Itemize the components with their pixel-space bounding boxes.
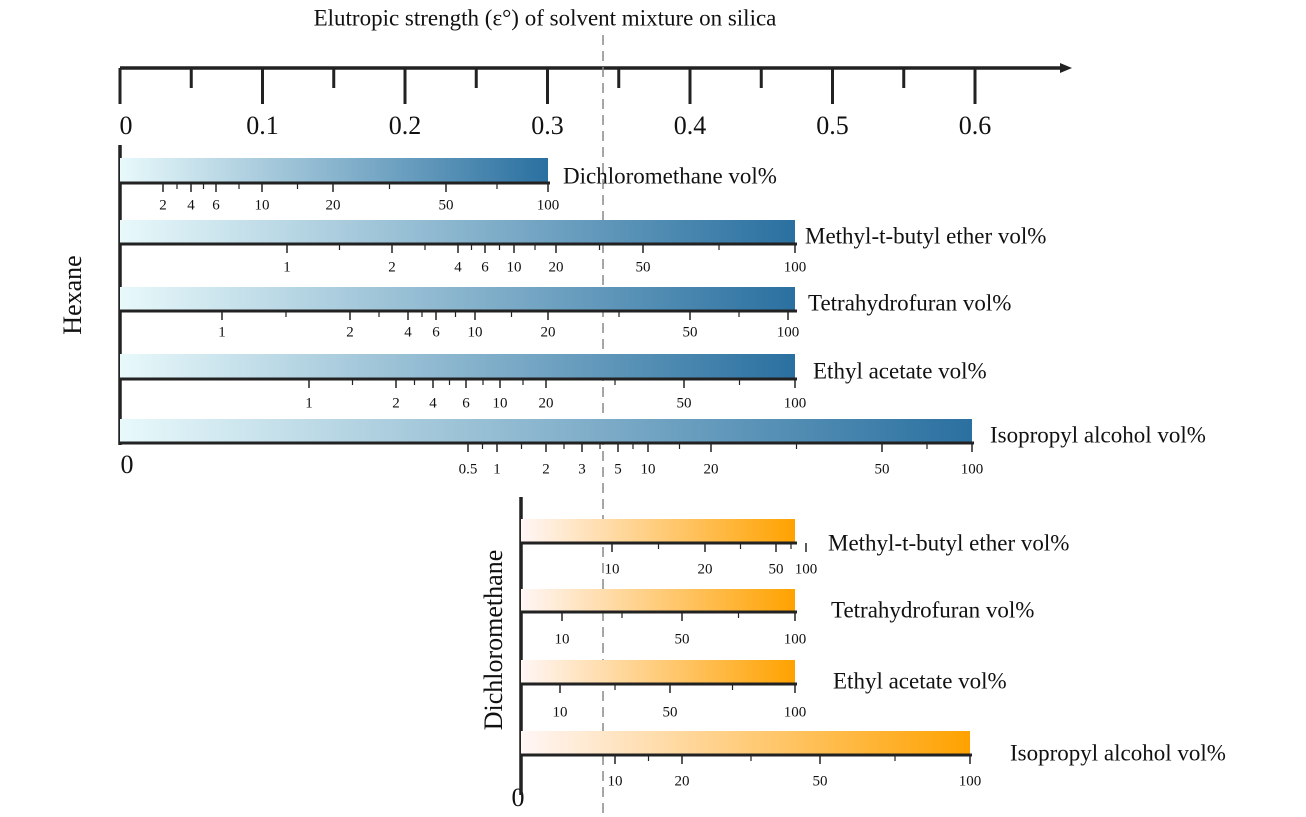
bar-tick-label: 10	[468, 324, 483, 340]
bar-label: Methyl-t-butyl ether vol%	[805, 223, 1046, 248]
bar-tick-label: 100	[777, 324, 800, 340]
bar-tick-label: 6	[212, 197, 220, 213]
group-label: Hexane	[58, 255, 87, 334]
bar-tick-label: 50	[677, 395, 692, 411]
bar-tick-label: 100	[961, 461, 984, 477]
bar-tick-label: 10	[255, 197, 270, 213]
bar-tick-label: 1	[283, 259, 291, 275]
bar-label: Dichloromethane vol%	[563, 163, 777, 188]
bar-tick-label: 100	[784, 631, 807, 647]
bar-tick-label: 4	[454, 259, 462, 275]
bar-tick-label: 10	[493, 395, 508, 411]
bar-label: Isopropyl alcohol vol%	[1010, 740, 1226, 765]
bar-tick-label: 1	[305, 395, 313, 411]
solvent-bar	[120, 220, 795, 244]
bar-tick-label: 50	[663, 704, 678, 720]
bar-tick-label: 50	[439, 197, 454, 213]
solvent-bar	[521, 519, 795, 543]
bar-tick-label: 4	[429, 395, 437, 411]
axis-title: Elutropic strength (ε°) of solvent mixtu…	[314, 5, 777, 30]
bar-tick-label: 100	[959, 773, 982, 789]
bar-label: Tetrahydrofuran vol%	[831, 597, 1034, 622]
bar-tick-label: 10	[641, 461, 656, 477]
solvent-bar	[120, 419, 972, 443]
solvent-bar	[120, 158, 548, 183]
bar-tick-label: 50	[875, 461, 890, 477]
bar-tick-label: 2	[542, 461, 550, 477]
bar-tick-label: 6	[432, 324, 440, 340]
bar-tick-label: 20	[541, 324, 556, 340]
bar-tick-label: 50	[683, 324, 698, 340]
bar-tick-label: 5	[614, 461, 622, 477]
axis-tick-label: 0.5	[816, 111, 849, 140]
bar-tick-label: 10	[608, 773, 623, 789]
bar-tick-label: 10	[507, 259, 522, 275]
bar-tick-label: 1	[218, 324, 226, 340]
axis-tick-label: 0.1	[246, 111, 279, 140]
bar-tick-label: 50	[636, 259, 651, 275]
bar-tick-label: 20	[704, 461, 719, 477]
bar-tick-label: 50	[675, 631, 690, 647]
bar-tick-label: 2	[392, 395, 400, 411]
bar-tick-label: 50	[769, 561, 784, 577]
bar-tick-label: 6	[481, 259, 489, 275]
axis-tick-label: 0	[120, 111, 133, 140]
bar-tick-label: 100	[784, 704, 807, 720]
axis-tick-label: 0.3	[531, 111, 564, 140]
bar-tick-label: 1	[493, 461, 501, 477]
solvent-bar	[521, 731, 970, 755]
bar-tick-label: 100	[784, 395, 807, 411]
bar-tick-label: 20	[326, 197, 341, 213]
bar-tick-label: 20	[675, 773, 690, 789]
solvent-bar	[521, 660, 795, 684]
bar-label: Tetrahydrofuran vol%	[808, 290, 1011, 315]
bar-tick-label: 4	[187, 197, 195, 213]
bar-tick-label: 2	[388, 259, 396, 275]
bar-tick-label: 10	[555, 631, 570, 647]
origin-label: 0	[121, 450, 134, 479]
bar-label: Ethyl acetate vol%	[833, 668, 1007, 693]
bar-tick-label: 10	[553, 704, 568, 720]
solvent-bar	[120, 287, 795, 311]
bar-tick-label: 20	[549, 259, 564, 275]
bar-tick-label: 20	[539, 395, 554, 411]
axis-tick-label: 0.4	[674, 111, 707, 140]
bar-tick-label: 100	[537, 197, 560, 213]
bar-tick-label: 6	[462, 395, 470, 411]
bar-tick-label: 2	[346, 324, 354, 340]
bar-tick-label: 0.5	[459, 461, 478, 477]
solvent-bar	[521, 589, 795, 612]
axis-tick-label: 0.6	[959, 111, 992, 140]
bar-tick-label: 2	[159, 197, 167, 213]
bar-tick-label: 50	[813, 773, 828, 789]
bar-tick-label: 4	[404, 324, 412, 340]
solvent-bar	[120, 354, 795, 379]
bar-label: Isopropyl alcohol vol%	[990, 422, 1206, 447]
bar-tick-label: 3	[578, 461, 586, 477]
bar-label: Methyl-t-butyl ether vol%	[828, 530, 1069, 555]
axis-tick-label: 0.2	[389, 111, 422, 140]
bar-tick-label: 100	[795, 561, 818, 577]
bar-tick-label: 100	[784, 259, 807, 275]
bar-tick-label: 10	[605, 561, 620, 577]
bar-tick-label: 20	[698, 561, 713, 577]
group-label: Dichloromethane	[479, 550, 508, 731]
bar-label: Ethyl acetate vol%	[813, 358, 987, 383]
